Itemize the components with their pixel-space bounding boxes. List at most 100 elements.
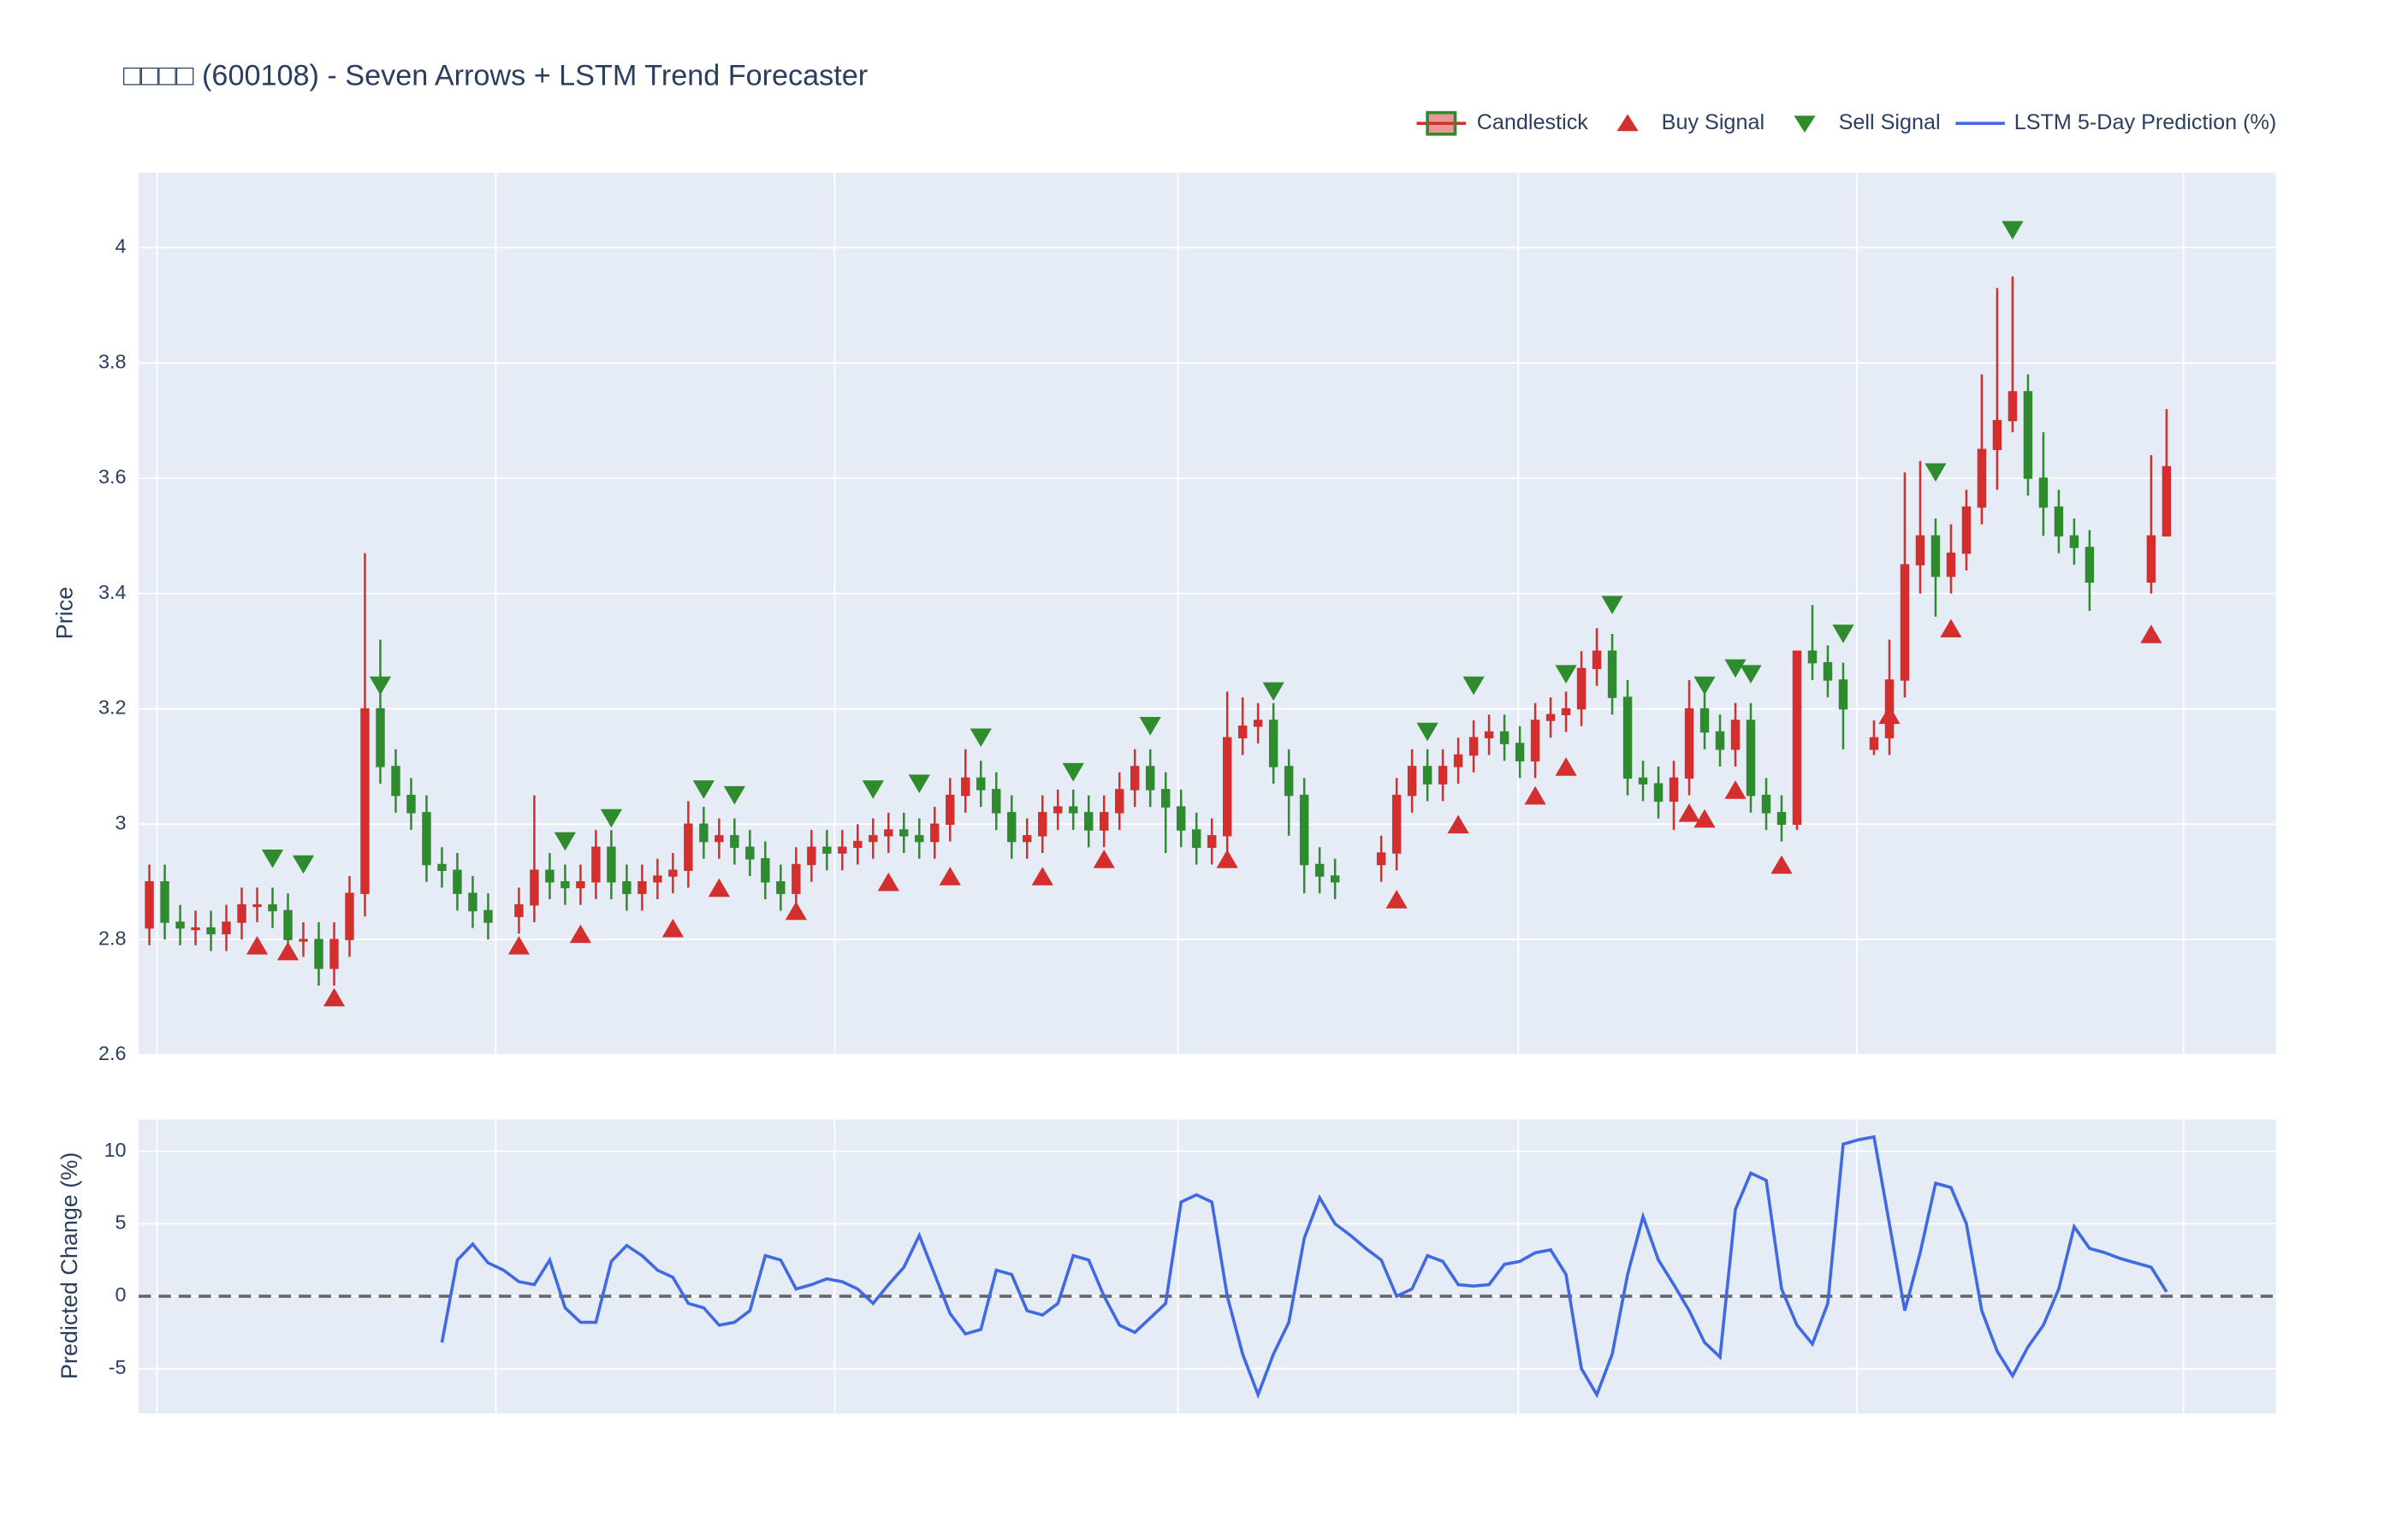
candle-body <box>206 927 216 935</box>
candle-body <box>145 881 154 929</box>
sell-signal <box>1062 762 1084 782</box>
candle-body <box>391 766 400 797</box>
sell-signal <box>1601 595 1623 615</box>
candle-body <box>1084 812 1094 831</box>
y-axis-label: Price <box>52 587 78 639</box>
candle-body <box>191 927 200 931</box>
candle-body <box>915 835 924 843</box>
legend-label: Sell Signal <box>1839 110 1941 134</box>
candle-body <box>1191 829 1201 849</box>
candle-body <box>483 909 493 923</box>
buy-signal <box>1447 814 1469 834</box>
candle-body <box>1792 650 1802 826</box>
candle-body <box>1530 720 1540 761</box>
candle-body <box>2008 391 2018 422</box>
sell-signal <box>261 849 284 868</box>
candle-body <box>776 881 786 894</box>
candle-body <box>1069 806 1078 814</box>
sell-signal <box>723 785 745 805</box>
sell-signal <box>1832 625 1854 643</box>
candle-body <box>1100 812 1109 831</box>
sell-signal <box>908 774 930 793</box>
y-axis-label: Predicted Change (%) <box>56 1152 82 1379</box>
candle-body <box>730 835 739 849</box>
candle-body <box>1160 789 1171 808</box>
buy-signal <box>1693 808 1716 828</box>
y-tick-label: 2.8 <box>98 927 127 949</box>
buy-signal <box>785 901 807 921</box>
candle-body <box>1145 766 1155 791</box>
buy-signal <box>877 872 899 891</box>
candle-body <box>1253 720 1263 727</box>
candle-body <box>715 835 724 843</box>
buy-signal <box>507 936 531 955</box>
buy-signal <box>1031 867 1053 886</box>
candle-body <box>345 892 354 940</box>
candle-body <box>314 939 323 969</box>
candle-body <box>237 903 246 923</box>
candle-body <box>853 840 863 849</box>
candle-body <box>653 875 662 883</box>
candle-body <box>1484 731 1494 738</box>
candle-body <box>1130 766 1140 791</box>
candle-body <box>1915 535 1925 566</box>
candle-body <box>360 708 370 894</box>
candle-body <box>1761 794 1771 814</box>
sell-signal <box>862 780 884 799</box>
candle-body <box>1453 754 1463 767</box>
candle-body <box>1545 714 1556 721</box>
candle-body <box>1515 743 1525 761</box>
candle-body <box>468 892 477 912</box>
candle-body <box>1299 794 1309 866</box>
candle-body <box>1053 806 1063 814</box>
candle-body <box>1468 737 1479 756</box>
candle-body <box>792 863 801 894</box>
candle-body <box>638 881 647 894</box>
y-tick-label: 3.2 <box>98 696 127 719</box>
sell-signal <box>1262 682 1284 702</box>
candle-body <box>1992 419 2002 451</box>
candle-body <box>1684 708 1694 779</box>
candle-body <box>1115 789 1124 814</box>
candle-body <box>684 823 693 871</box>
legend-icon <box>1426 110 1457 136</box>
candle-body <box>930 823 940 843</box>
legend-label: Buy Signal <box>1662 110 1764 134</box>
buy-signal <box>1940 619 1962 637</box>
candle-body <box>437 863 447 871</box>
candle-body <box>1023 835 1032 843</box>
candle-body <box>1607 650 1617 698</box>
candle-body <box>1592 650 1602 670</box>
buy-signal <box>323 987 346 1007</box>
candle-body <box>822 846 832 854</box>
sell-signal <box>1462 676 1485 696</box>
buy-signal <box>939 867 961 886</box>
candle-body <box>576 881 585 889</box>
legend-label: Candlestick <box>1477 110 1589 134</box>
candle-body <box>1746 720 1756 797</box>
candle-body <box>961 777 970 797</box>
price-plot-area <box>138 172 2276 1055</box>
sell-signal <box>692 780 715 799</box>
sell-signal <box>970 728 992 748</box>
buy-signal <box>569 924 592 944</box>
candle-body <box>514 903 524 917</box>
candle-body <box>1438 766 1448 785</box>
candle-body <box>530 869 539 906</box>
candle-body <box>2085 547 2095 583</box>
y-tick-label: 5 <box>116 1211 127 1234</box>
candle-body <box>1007 812 1017 843</box>
candle-body <box>160 881 169 923</box>
candle-body <box>453 869 462 894</box>
candle-body <box>869 835 878 843</box>
candle-body <box>1284 766 1294 797</box>
candle-body <box>1622 696 1633 779</box>
candle-body <box>1776 812 1787 826</box>
candle-body <box>1946 552 1956 578</box>
candle-body <box>1638 777 1648 785</box>
candle-body <box>268 903 277 912</box>
candle-body <box>1838 679 1848 710</box>
buy-signal <box>1555 757 1577 776</box>
sell-signal <box>369 676 392 696</box>
candle-body <box>899 829 909 837</box>
